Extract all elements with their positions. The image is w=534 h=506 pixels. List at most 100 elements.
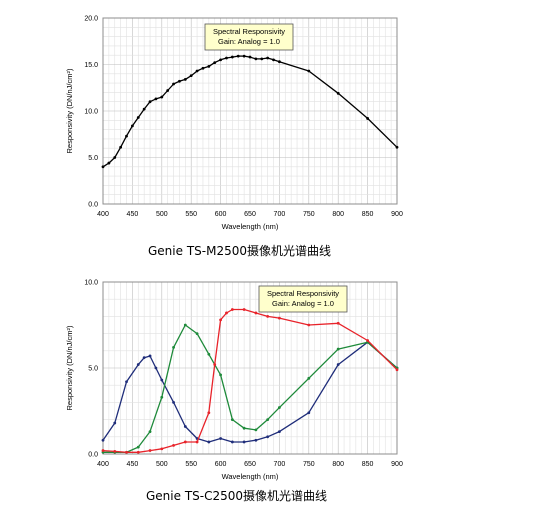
series-1-point	[307, 411, 311, 415]
series-3-line	[102, 308, 398, 453]
series-1-point	[278, 60, 281, 64]
series-1-point	[266, 56, 270, 60]
x-tick-label: 450	[127, 461, 139, 468]
series-1-point	[172, 401, 175, 404]
series-1-point	[201, 66, 205, 70]
series-1-point	[160, 95, 164, 99]
series-3-point	[148, 449, 152, 452]
series-1-point	[136, 116, 140, 119]
series-1-point	[148, 100, 152, 104]
series-1-point	[336, 363, 340, 366]
y-tick-label: 0.0	[88, 452, 98, 459]
series-1-point	[154, 97, 158, 101]
series-2-point	[172, 345, 175, 349]
x-tick-label: 450	[127, 211, 139, 218]
series-3-point	[213, 363, 217, 366]
series-1-point	[207, 440, 211, 444]
series-1-point	[266, 435, 270, 439]
series-1-point	[278, 430, 281, 434]
series-2-point	[266, 418, 270, 421]
x-tick-label: 900	[391, 461, 403, 468]
series-1-point	[230, 440, 234, 444]
series-1-point	[395, 145, 399, 149]
series-1-point	[142, 356, 146, 360]
series-2-point	[307, 376, 311, 380]
series-1-point	[166, 89, 170, 92]
series-1-point	[254, 57, 258, 61]
chart-1-caption: Genie TS-M2500摄像机光谱曲线	[148, 244, 331, 258]
series-3-point	[366, 339, 369, 342]
series-1-point	[148, 354, 152, 358]
series-1-point	[242, 54, 246, 58]
series-1-point	[125, 380, 128, 384]
series-3-point	[183, 440, 187, 444]
series-1-point	[101, 438, 105, 442]
x-tick-label: 650	[244, 211, 256, 218]
y-tick-label: 20.0	[84, 16, 98, 23]
series-3-point	[225, 311, 228, 315]
series-3-point	[113, 450, 117, 453]
series-1-point	[136, 363, 140, 366]
series-3-point	[125, 450, 128, 454]
x-tick-label: 850	[362, 461, 374, 468]
x-tick-label: 650	[244, 461, 256, 468]
charts-root: 400 450 500 550 600 650 700 750 800 850 900 0.0 5.0 1…	[65, 16, 403, 482]
y-tick-label: 5.0	[88, 366, 98, 373]
y-axis-label: Responsivity (DN/nJ/cm²)	[65, 325, 74, 411]
series-3-point	[278, 316, 281, 320]
series-3-point	[219, 318, 223, 322]
annotation-text: Spectral Responsivity	[267, 289, 339, 298]
series-3-point	[336, 321, 340, 325]
x-axis-label: Wavelength (nm)	[222, 222, 279, 231]
series-1-point	[225, 56, 228, 60]
series-1-point	[230, 55, 234, 59]
y-tick-label: 15.0	[84, 62, 98, 69]
series-1-point	[366, 117, 369, 120]
series-3-point	[230, 308, 234, 311]
series-2-point	[148, 430, 152, 434]
x-tick-label: 800	[332, 211, 344, 218]
series-2-point	[160, 395, 164, 399]
x-tick-label: 850	[362, 211, 374, 218]
series-3-point	[254, 311, 258, 315]
series-3-point	[266, 315, 270, 318]
series-1-point	[178, 79, 181, 83]
series-1-point	[207, 64, 211, 68]
series-2-point	[195, 332, 199, 335]
x-tick-label: 550	[185, 211, 197, 218]
series-3-point	[172, 444, 175, 447]
series-2-point	[254, 428, 258, 432]
series-1-point	[183, 77, 187, 81]
series-1-point	[119, 145, 123, 149]
chart-1: 400 450 500 550 600 650 700 750 800 850 900 0.0 5.0 1…	[65, 16, 403, 232]
series-1-point	[248, 55, 252, 59]
series-1-point	[113, 421, 117, 425]
series-1-point	[160, 378, 164, 382]
y-tick-label: 10.0	[84, 109, 98, 116]
chart-2: 400 450 500 550 600 650 700 750 800 850 900 0.0 5.0 1…	[65, 280, 403, 482]
series-2-point	[207, 352, 211, 356]
series-3-point	[101, 449, 105, 452]
x-axis-label: Wavelength (nm)	[222, 472, 279, 481]
series-1-point	[107, 161, 111, 165]
series-1-point	[154, 366, 158, 370]
x-tick-label: 400	[97, 461, 109, 468]
x-tick-label: 550	[185, 461, 197, 468]
x-tick-label: 600	[215, 211, 227, 218]
series-2-point	[183, 323, 187, 327]
x-tick-label: 750	[303, 211, 315, 218]
chart-2-caption: Genie TS-C2500摄像机光谱曲线	[146, 489, 328, 503]
annotation-text: Spectral Responsivity	[213, 27, 285, 36]
y-tick-label: 0.0	[88, 202, 98, 209]
series-1-line	[102, 341, 398, 443]
series-1-point	[142, 107, 146, 111]
series-2-point	[136, 445, 140, 449]
series-1-point	[183, 425, 187, 428]
series-1-point	[272, 58, 275, 62]
series-1-point	[219, 58, 223, 62]
series-1-point	[195, 69, 199, 73]
series-1-point	[236, 54, 240, 58]
y-tick-label: 10.0	[84, 280, 98, 287]
series-3-point	[195, 440, 199, 444]
y-axis-label: Responsivity (DN/nJ/cm²)	[65, 68, 74, 154]
